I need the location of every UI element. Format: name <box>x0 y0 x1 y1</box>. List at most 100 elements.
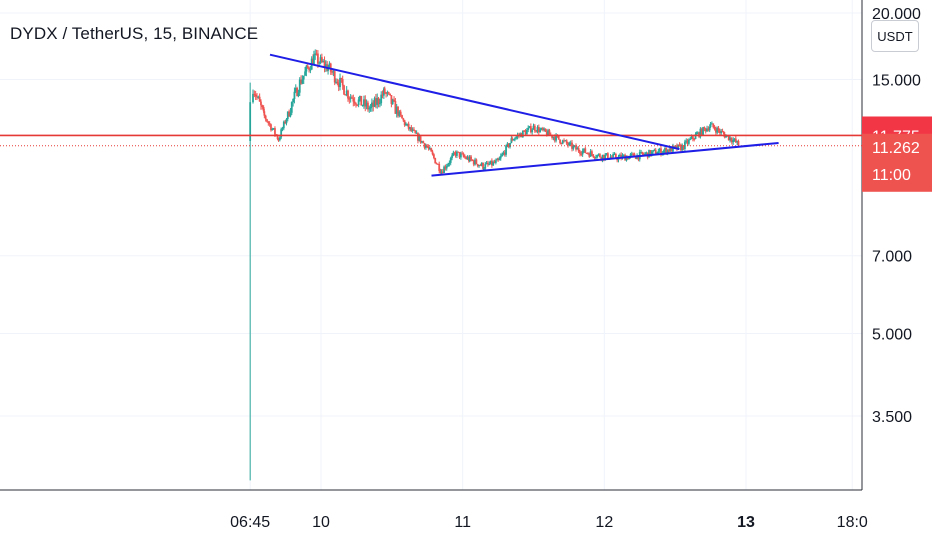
candle-body <box>699 128 702 137</box>
candle <box>736 140 739 145</box>
candle-body <box>443 166 445 173</box>
candle <box>622 154 625 157</box>
candle <box>296 86 298 97</box>
candle-body <box>445 166 448 169</box>
candle-body <box>736 140 739 143</box>
candle <box>713 125 716 131</box>
candle <box>479 163 482 167</box>
candle <box>445 163 448 171</box>
candle-body <box>395 106 398 114</box>
candle-body <box>529 126 532 133</box>
candle-body <box>687 139 690 144</box>
candle <box>466 155 469 160</box>
candle <box>718 128 721 136</box>
candle <box>657 148 660 154</box>
candle-body <box>583 148 585 151</box>
candle-body <box>551 134 553 138</box>
candle <box>511 136 514 142</box>
candle-body <box>553 136 556 141</box>
candle <box>465 155 468 160</box>
candle-body <box>610 156 613 158</box>
candle-body <box>402 118 405 121</box>
candle <box>589 149 592 157</box>
candle-body <box>394 100 397 114</box>
candle-body <box>544 128 547 132</box>
candle <box>525 127 528 135</box>
candle-body <box>351 97 353 99</box>
candle-body <box>389 93 391 96</box>
candle <box>640 149 642 154</box>
candle-body <box>681 145 684 151</box>
candle <box>503 150 506 157</box>
candle-body <box>441 171 444 173</box>
candle <box>429 146 431 151</box>
candle-body <box>510 138 513 144</box>
candle-body <box>368 108 371 110</box>
candle <box>691 135 694 142</box>
candle-body <box>676 145 678 150</box>
candle-body <box>263 111 266 116</box>
candle-body <box>300 79 302 84</box>
candle-body <box>596 155 599 158</box>
candle <box>682 144 685 151</box>
candle-body <box>579 151 581 154</box>
candle-body <box>537 127 540 133</box>
candle <box>427 144 430 151</box>
candle <box>277 137 280 142</box>
candle-body <box>543 128 546 131</box>
candle <box>258 93 261 102</box>
candle-body <box>257 96 260 98</box>
candle-body <box>465 157 468 160</box>
candle <box>341 75 344 90</box>
candle <box>505 144 507 157</box>
candle-body <box>489 160 492 165</box>
time-tick-label: 18:0 <box>837 514 868 531</box>
candle <box>318 61 321 66</box>
candle-body <box>666 149 669 154</box>
candle-body <box>377 98 380 104</box>
candle <box>687 138 690 146</box>
candle <box>398 110 401 118</box>
candle <box>315 49 318 56</box>
candle-body <box>569 142 572 144</box>
candle <box>426 144 429 149</box>
candle-body <box>272 128 275 130</box>
candle-body <box>339 77 341 88</box>
candle <box>613 152 616 155</box>
candle <box>569 140 572 146</box>
candle-body <box>686 140 689 144</box>
candle <box>292 98 295 107</box>
candle-body <box>345 90 348 96</box>
candle <box>270 123 272 132</box>
candle <box>581 148 584 157</box>
candle-body <box>361 105 364 107</box>
candle-body <box>557 135 560 140</box>
candle <box>266 118 268 123</box>
candle <box>539 127 542 133</box>
currency-button[interactable]: USDT <box>871 20 919 52</box>
candle-body <box>282 121 285 129</box>
candle <box>335 78 337 84</box>
candle <box>734 135 737 143</box>
candle-body <box>512 139 515 141</box>
candle-body <box>387 92 390 94</box>
candle-body <box>333 71 336 83</box>
candle-body <box>406 123 409 125</box>
candle-body <box>540 128 543 130</box>
candle <box>709 121 712 128</box>
candle-body <box>355 103 357 105</box>
current-price-label-text: 11.262 <box>872 140 920 157</box>
candle-body <box>552 136 555 138</box>
candle <box>399 109 402 118</box>
candle <box>454 150 457 158</box>
candle-body <box>422 141 425 144</box>
candle-body <box>405 124 407 126</box>
candle-body <box>463 156 466 158</box>
candle-body <box>378 103 381 105</box>
candle-body <box>492 161 495 166</box>
candle <box>532 123 535 130</box>
candle <box>695 131 698 135</box>
candle <box>685 138 688 144</box>
candle-body <box>353 101 356 104</box>
